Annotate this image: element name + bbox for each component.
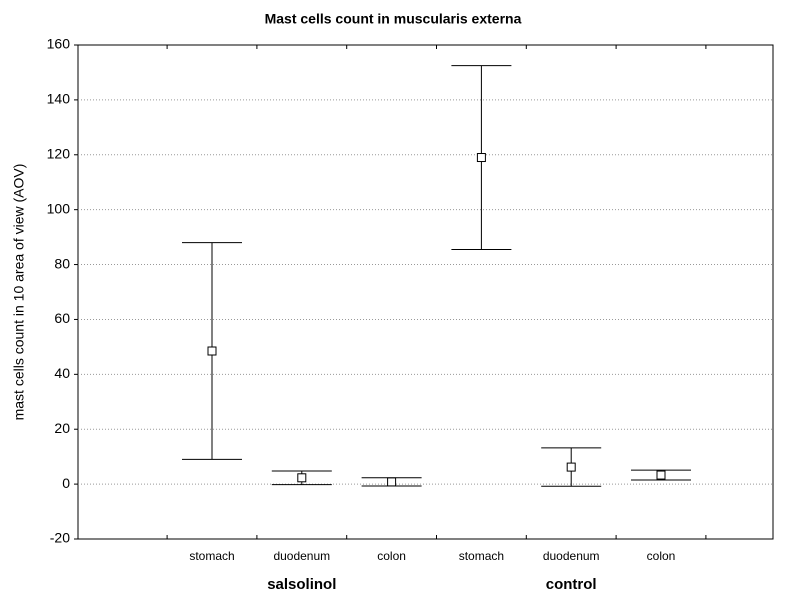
group-label: control bbox=[546, 576, 597, 592]
x-tick-label: stomach bbox=[189, 549, 234, 563]
x-tick-label: duodenum bbox=[273, 549, 330, 563]
mean-marker bbox=[656, 470, 666, 480]
chart-title: Mast cells count in muscularis externa bbox=[265, 11, 522, 27]
group-label: salsolinol bbox=[267, 576, 336, 592]
x-tick-label: stomach bbox=[459, 549, 504, 563]
mean-marker bbox=[387, 477, 397, 487]
y-axis-label: mast cells count in 10 area of view (AOV… bbox=[11, 164, 27, 421]
x-tick-label: colon bbox=[377, 549, 406, 563]
y-tick-label: 20 bbox=[54, 420, 70, 436]
y-tick-label: 100 bbox=[47, 200, 71, 216]
y-tick-label: 80 bbox=[54, 255, 70, 271]
y-tick-label: 60 bbox=[54, 310, 70, 326]
plot-frame bbox=[77, 44, 774, 540]
y-tick-label: 0 bbox=[62, 475, 70, 491]
x-tick-label: colon bbox=[647, 549, 676, 563]
y-tick-label: 120 bbox=[47, 145, 71, 161]
mean-marker bbox=[207, 346, 217, 356]
y-tick-label: 160 bbox=[47, 36, 71, 52]
y-tick-label: 40 bbox=[54, 365, 70, 381]
mean-marker bbox=[297, 473, 307, 483]
mean-marker bbox=[476, 153, 486, 163]
y-tick-label: -20 bbox=[50, 530, 70, 546]
mean-marker bbox=[566, 462, 576, 472]
y-tick-label: 140 bbox=[47, 91, 71, 107]
x-tick-label: duodenum bbox=[543, 549, 600, 563]
